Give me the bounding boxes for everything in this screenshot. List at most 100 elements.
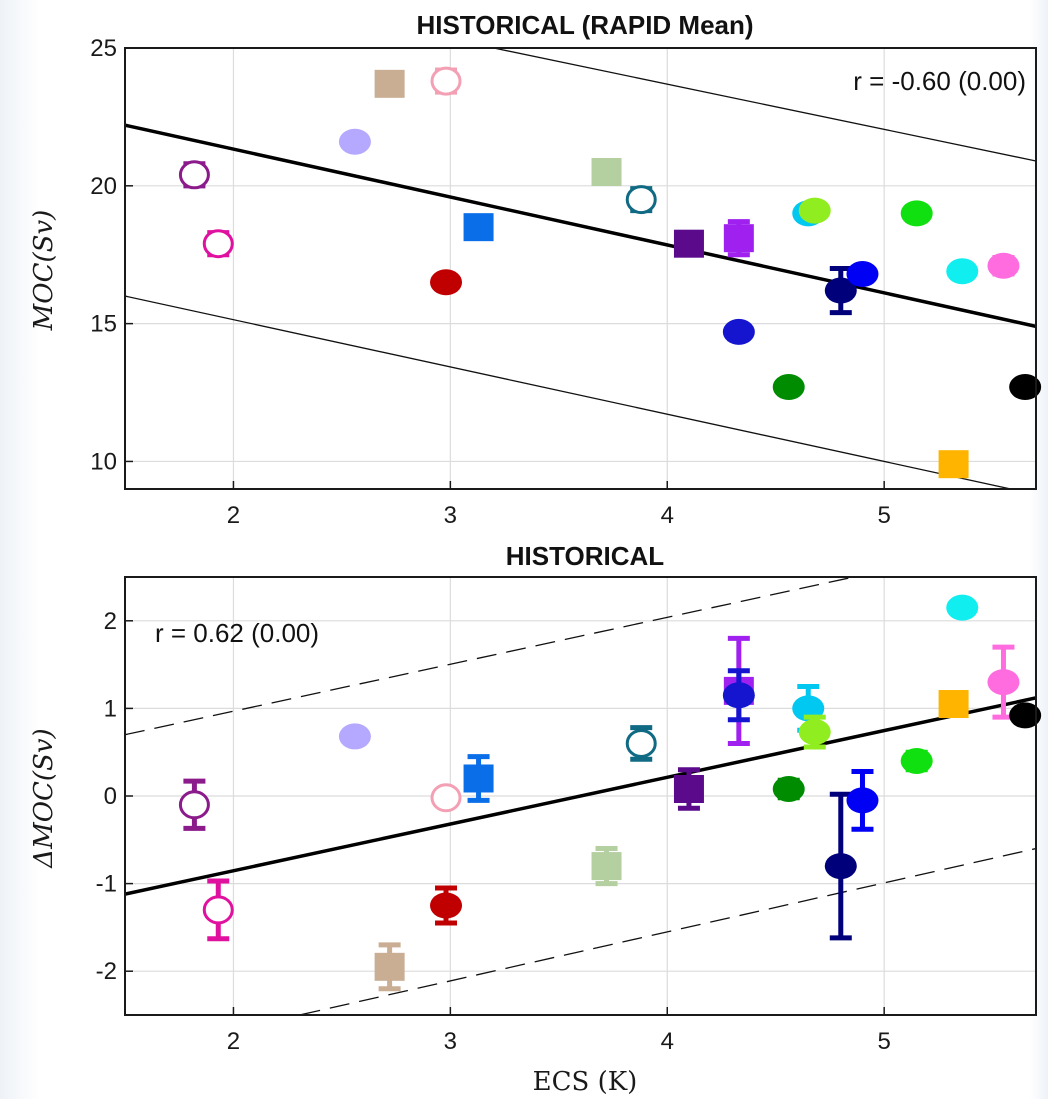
- data-point: [772, 374, 805, 401]
- data-point: [900, 200, 933, 227]
- data-point: [463, 754, 494, 803]
- data-point: [202, 229, 234, 259]
- y-tick-labels-top: 10 15 20 25: [90, 35, 133, 475]
- prediction-bound-line: [493, 48, 1036, 162]
- y-axis-label-top: MOC(Sv): [29, 210, 59, 332]
- data-point: [846, 768, 879, 832]
- data-point: [625, 725, 657, 762]
- circle-marker: [772, 775, 805, 802]
- y-tick-label: 1: [104, 695, 117, 722]
- panel-top: HISTORICAL (RAPID Mean) 2 3 4 5 10 15 20 25 r …: [29, 10, 1042, 529]
- correlation-annotation-bottom: r = 0.62 (0.00): [155, 618, 319, 648]
- prediction-bound-line: [125, 295, 1014, 489]
- y-tick-label: -1: [96, 871, 117, 898]
- square-marker: [374, 69, 405, 98]
- data-point: [938, 450, 969, 479]
- data-point: [178, 778, 210, 831]
- prediction-bound-line: [296, 847, 1036, 1015]
- data-point: [430, 885, 463, 926]
- prediction-bounds-bottom: [125, 577, 1036, 1015]
- y-tick-label: 10: [90, 448, 117, 475]
- x-tick-label: 4: [661, 1028, 674, 1055]
- x-axis-label: ECS (K): [533, 1067, 638, 1097]
- circle-marker: [338, 128, 371, 155]
- data-point: [722, 318, 755, 345]
- data-point: [946, 258, 979, 285]
- data-point: [1009, 374, 1042, 401]
- open-circle-marker: [430, 66, 462, 96]
- data-point: [178, 160, 210, 190]
- data-point: [673, 229, 704, 258]
- grid-bottom: [125, 577, 1036, 1015]
- open-circle-marker: [178, 790, 210, 820]
- data-point: [430, 783, 462, 813]
- circle-marker: [1009, 374, 1042, 401]
- square-marker: [673, 229, 704, 258]
- y-tick-label: 15: [90, 311, 117, 338]
- data-point: [772, 775, 805, 802]
- data-point: [430, 66, 462, 96]
- circle-marker: [798, 197, 831, 224]
- circle-marker: [1009, 702, 1042, 729]
- y-tick-label: 25: [90, 35, 117, 62]
- grid-top: [125, 47, 1036, 489]
- open-circle-marker: [625, 728, 657, 758]
- circle-marker: [946, 594, 979, 621]
- regression-line-top: [125, 123, 1036, 329]
- circle-marker: [798, 719, 831, 746]
- circle-marker: [430, 892, 463, 919]
- x-tick-label: 2: [227, 502, 240, 529]
- circle-marker: [846, 261, 879, 288]
- y-tick-label: -2: [96, 958, 117, 985]
- open-circle-marker: [178, 160, 210, 190]
- data-point: [946, 594, 979, 621]
- x-tick-label: 2: [227, 1028, 240, 1055]
- data-point: [723, 219, 754, 258]
- square-marker: [591, 158, 622, 187]
- data-point: [338, 128, 371, 155]
- data-point: [798, 714, 831, 750]
- data-point: [987, 252, 1020, 279]
- square-marker: [463, 764, 494, 793]
- data-point: [374, 69, 405, 98]
- x-tick-label: 3: [444, 1028, 457, 1055]
- prediction-bounds-top: [125, 48, 1036, 489]
- data-point: [846, 261, 879, 288]
- regression-line: [125, 123, 1036, 329]
- data-point: [938, 690, 969, 719]
- data-points-bottom: [178, 594, 1042, 992]
- circle-marker: [946, 258, 979, 285]
- data-point: [625, 185, 657, 215]
- chart-title-bottom: HISTORICAL: [506, 541, 665, 571]
- circle-marker: [772, 374, 805, 401]
- square-marker: [591, 852, 622, 881]
- square-marker: [938, 450, 969, 479]
- circle-marker: [900, 200, 933, 227]
- prediction-bound-line: [125, 577, 857, 736]
- x-tick-labels-bottom: 2 3 4 5: [227, 1007, 891, 1055]
- open-circle-marker: [202, 895, 234, 925]
- open-circle-marker: [625, 185, 657, 215]
- circle-marker: [987, 669, 1020, 696]
- data-point: [673, 767, 704, 811]
- x-tick-label: 5: [877, 502, 890, 529]
- data-point: [338, 723, 371, 750]
- open-circle-marker: [430, 783, 462, 813]
- circle-marker: [722, 682, 755, 709]
- square-marker: [374, 952, 405, 981]
- open-circle-marker: [202, 229, 234, 259]
- correlation-annotation-top: r = -0.60 (0.00): [853, 66, 1026, 96]
- y-tick-label: 20: [90, 173, 117, 200]
- x-tick-label: 4: [661, 502, 674, 529]
- data-points-top: [178, 66, 1042, 479]
- x-tick-label: 3: [444, 502, 457, 529]
- data-point: [1009, 702, 1042, 729]
- data-point: [430, 269, 463, 296]
- data-point: [374, 942, 405, 992]
- y-axis-label-bottom: ΔMOC(Sv): [29, 728, 59, 868]
- data-point: [722, 668, 755, 723]
- regression-line-bottom: [125, 696, 1036, 896]
- square-marker: [463, 213, 494, 242]
- circle-marker: [824, 853, 857, 880]
